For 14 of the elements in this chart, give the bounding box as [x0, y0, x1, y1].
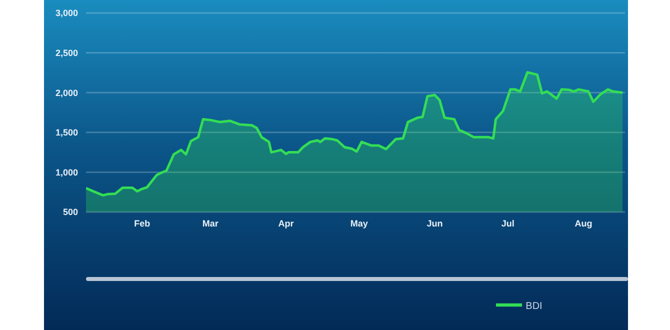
x-tick-label: Jul [501, 218, 514, 228]
y-tick-label: 1,500 [55, 128, 78, 138]
x-tick-label: Aug [574, 218, 592, 228]
x-tick-label: Feb [134, 218, 151, 228]
x-tick-label: Mar [202, 218, 219, 228]
x-tick-label: Jun [426, 218, 443, 228]
y-tick-label: 1,000 [55, 167, 78, 178]
y-tick-label: 3,000 [55, 8, 78, 18]
y-tick-label: 2,500 [55, 48, 78, 58]
x-tick-label: Apr [278, 218, 294, 228]
y-tick-label: 2,000 [55, 88, 78, 98]
y-tick-label: 500 [62, 207, 78, 218]
legend-label: BDI [526, 301, 542, 312]
x-tick-label: May [350, 218, 368, 228]
